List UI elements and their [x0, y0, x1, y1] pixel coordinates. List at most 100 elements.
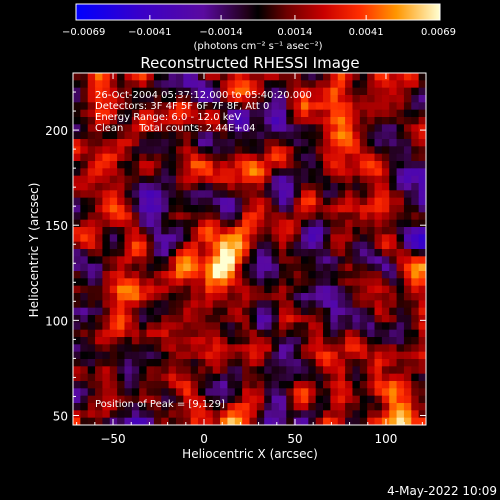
- heatmap-cell: [308, 359, 317, 367]
- heatmap-cell: [131, 256, 140, 265]
- heatmap-cell: [212, 190, 221, 199]
- heatmap-cell: [124, 168, 133, 177]
- heatmap-cell: [117, 337, 126, 345]
- heatmap-cell: [418, 271, 426, 279]
- heatmap-cell: [80, 175, 89, 184]
- heatmap-cell: [381, 271, 390, 279]
- heatmap-cell: [131, 117, 140, 125]
- heatmap-cell: [109, 168, 118, 177]
- heatmap-cell: [345, 329, 354, 338]
- heatmap-cell: [234, 293, 243, 301]
- heatmap-cell: [271, 197, 280, 206]
- heatmap-cell: [249, 146, 258, 155]
- heatmap-cell: [337, 175, 346, 184]
- heatmap-cell: [234, 80, 243, 89]
- heatmap-cell: [389, 212, 398, 221]
- heatmap-cell: [352, 153, 361, 162]
- heatmap-cell: [87, 95, 96, 103]
- heatmap-cell: [308, 131, 317, 140]
- heatmap-cell: [308, 263, 317, 272]
- heatmap-cell: [374, 307, 383, 316]
- heatmap-cell: [271, 73, 280, 81]
- heatmap-cell: [381, 293, 390, 301]
- heatmap-cell: [109, 344, 118, 353]
- heatmap-cell: [256, 168, 265, 177]
- heatmap-cell: [359, 373, 368, 382]
- heatmap-cell: [131, 403, 140, 411]
- heatmap-cell: [175, 395, 184, 404]
- heatmap-cell: [139, 403, 148, 411]
- heatmap-cell: [190, 80, 199, 89]
- heatmap-cell: [80, 197, 89, 206]
- heatmap-cell: [220, 249, 229, 257]
- heatmap-cell: [109, 315, 118, 323]
- heatmap-cell: [87, 293, 96, 301]
- heatmap-cell: [293, 388, 302, 397]
- heatmap-cell: [80, 373, 89, 382]
- heatmap-cell: [330, 278, 339, 287]
- heatmap-cell: [389, 87, 398, 96]
- heatmap-cell: [146, 329, 155, 338]
- heatmap-cell: [234, 95, 243, 103]
- heatmap-cell: [389, 131, 398, 140]
- heatmap-cell: [117, 190, 126, 199]
- heatmap-cell: [352, 344, 361, 353]
- heatmap-cell: [418, 373, 426, 382]
- heatmap-cell: [95, 175, 104, 184]
- heatmap-cell: [315, 300, 324, 309]
- heatmap-cell: [80, 417, 89, 425]
- heatmap-cell: [161, 271, 170, 279]
- heatmap-cell: [411, 168, 420, 177]
- heatmap-cell: [73, 87, 81, 96]
- heatmap-cell: [146, 219, 155, 228]
- heatmap-cell: [80, 271, 89, 279]
- heatmap-cell: [411, 271, 420, 279]
- heatmap-cell: [323, 403, 331, 411]
- heatmap-cell: [234, 263, 243, 272]
- heatmap-cell: [330, 227, 339, 235]
- heatmap-cell: [183, 212, 192, 221]
- heatmap-cell: [330, 102, 339, 111]
- heatmap-cell: [168, 300, 177, 309]
- heatmap-cell: [315, 146, 324, 155]
- heatmap-cell: [286, 212, 295, 221]
- heatmap-cell: [293, 161, 302, 169]
- heatmap-cell: [87, 388, 96, 397]
- heatmap-cell: [131, 197, 140, 206]
- heatmap-cell: [183, 139, 192, 147]
- heatmap-cell: [234, 403, 243, 411]
- heatmap-cell: [293, 80, 302, 89]
- heatmap-cell: [389, 205, 398, 213]
- heatmap-cell: [286, 190, 295, 199]
- heatmap-cell: [234, 168, 243, 177]
- heatmap-cell: [345, 80, 354, 89]
- heatmap-cell: [139, 205, 148, 213]
- heatmap-cell: [198, 278, 206, 287]
- heatmap-cell: [396, 388, 405, 397]
- heatmap-cell: [146, 249, 155, 257]
- heatmap-cell: [109, 263, 118, 272]
- heatmap-cell: [286, 249, 295, 257]
- heatmap-cell: [73, 403, 81, 411]
- heatmap-cell: [139, 80, 148, 89]
- heatmap-cell: [73, 285, 81, 294]
- heatmap-cell: [367, 139, 376, 147]
- heatmap-cell: [168, 366, 177, 375]
- heatmap-cell: [403, 146, 412, 155]
- heatmap-cell: [102, 359, 111, 367]
- heatmap-cell: [146, 131, 155, 140]
- heatmap-cell: [308, 146, 317, 155]
- heatmap-cell: [234, 175, 243, 184]
- heatmap-cell: [256, 249, 265, 257]
- heatmap-cell: [146, 263, 155, 272]
- heatmap-cell: [367, 146, 376, 155]
- heatmap-cell: [389, 322, 398, 331]
- heatmap-cell: [286, 293, 295, 301]
- heatmap-cell: [183, 329, 192, 338]
- heatmap-cell: [411, 146, 420, 155]
- heatmap-cell: [234, 388, 243, 397]
- heatmap-cell: [205, 293, 214, 301]
- heatmap-cell: [381, 212, 390, 221]
- heatmap-cell: [161, 175, 170, 184]
- heatmap-cell: [403, 175, 412, 184]
